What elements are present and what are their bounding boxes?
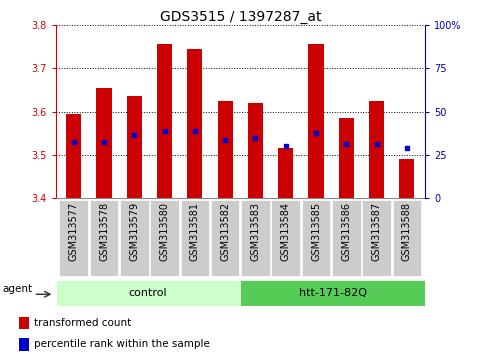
Text: GSM313586: GSM313586	[341, 202, 351, 261]
Bar	[66, 114, 81, 198]
Text: GSM313584: GSM313584	[281, 202, 291, 261]
Bar	[59, 200, 88, 276]
Bar	[211, 200, 240, 276]
Text: htt-171-82Q: htt-171-82Q	[298, 288, 367, 298]
Bar	[56, 280, 241, 306]
Text: transformed count: transformed count	[34, 318, 131, 328]
Bar	[369, 101, 384, 198]
Text: percentile rank within the sample: percentile rank within the sample	[34, 339, 210, 349]
Bar	[97, 88, 112, 198]
Text: control: control	[128, 288, 167, 298]
Bar	[393, 200, 421, 276]
Bar	[339, 118, 354, 198]
Bar	[157, 44, 172, 198]
Title: GDS3515 / 1397287_at: GDS3515 / 1397287_at	[159, 10, 321, 24]
Text: GSM313580: GSM313580	[159, 202, 170, 261]
Bar	[90, 200, 118, 276]
Text: GSM313587: GSM313587	[371, 202, 382, 261]
Bar	[241, 200, 270, 276]
Bar	[19, 338, 29, 350]
Bar	[271, 200, 300, 276]
Bar	[241, 280, 425, 306]
Text: GSM313583: GSM313583	[251, 202, 260, 261]
Text: GSM313578: GSM313578	[99, 202, 109, 261]
Bar	[278, 148, 293, 198]
Text: GSM313585: GSM313585	[311, 202, 321, 261]
Bar	[19, 316, 29, 329]
Bar	[150, 200, 179, 276]
Text: GSM313579: GSM313579	[129, 202, 139, 261]
Bar	[309, 44, 324, 198]
Bar	[217, 101, 233, 198]
Bar	[302, 200, 330, 276]
Text: GSM313577: GSM313577	[69, 202, 79, 262]
Bar	[120, 200, 149, 276]
Bar	[187, 48, 202, 198]
Text: GSM313588: GSM313588	[402, 202, 412, 261]
Text: GSM313581: GSM313581	[190, 202, 200, 261]
Bar	[399, 159, 414, 198]
Text: GSM313582: GSM313582	[220, 202, 230, 261]
Bar	[332, 200, 360, 276]
Text: agent: agent	[3, 284, 33, 294]
Bar	[127, 96, 142, 198]
Bar	[248, 103, 263, 198]
Bar	[181, 200, 209, 276]
Bar	[362, 200, 391, 276]
